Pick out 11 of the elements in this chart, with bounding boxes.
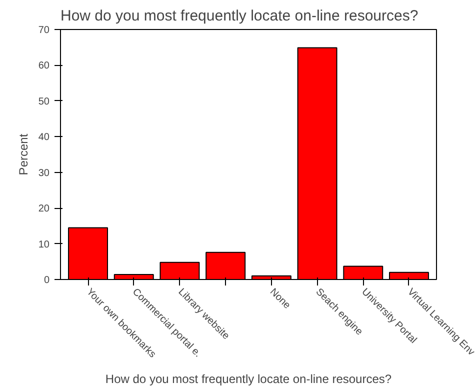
y-tick-label: 40 [38, 132, 50, 144]
y-tick-label: 60 [38, 60, 50, 72]
x-axis-title: How do you most frequently locate on-line resources? [105, 372, 392, 386]
chart-title: How do you most frequently locate on-line resources? [60, 8, 418, 24]
y-tick-label: 0 [44, 275, 50, 286]
y-tick-label: 50 [38, 96, 50, 108]
y-tick-label: 20 [38, 204, 50, 215]
y-tick-label: 70 [38, 25, 50, 36]
y-tick-label: 30 [38, 168, 50, 179]
y-tick-label: 10 [38, 239, 50, 250]
y-axis-title: Percent [16, 133, 30, 176]
